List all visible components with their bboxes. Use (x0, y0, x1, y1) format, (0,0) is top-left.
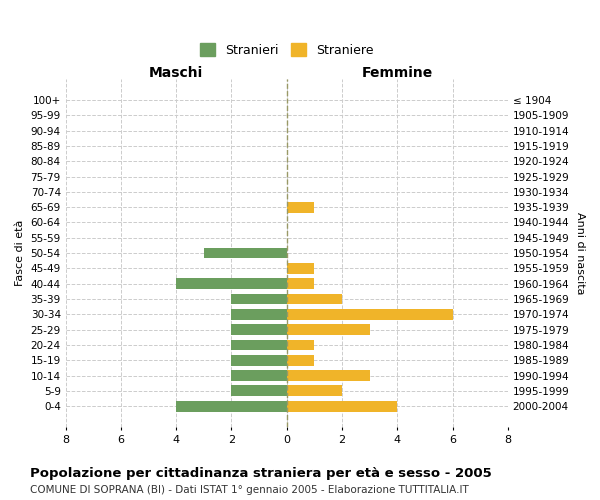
Bar (204, 248, 287, 258)
Bar (232, 294, 287, 304)
Text: Popolazione per cittadinanza straniera per età e sesso - 2005: Popolazione per cittadinanza straniera p… (30, 468, 492, 480)
Legend: Stranieri, Straniere: Stranieri, Straniere (196, 40, 377, 61)
Bar (176, 278, 287, 289)
Bar (232, 370, 287, 381)
Bar (287, 278, 314, 289)
Text: Maschi: Maschi (149, 66, 203, 80)
Bar (287, 294, 342, 304)
Y-axis label: Fasce di età: Fasce di età (15, 220, 25, 286)
Bar (287, 263, 314, 274)
Text: COMUNE DI SOPRANA (BI) - Dati ISTAT 1° gennaio 2005 - Elaborazione TUTTITALIA.IT: COMUNE DI SOPRANA (BI) - Dati ISTAT 1° g… (30, 485, 469, 495)
Bar (232, 355, 287, 366)
Bar (287, 401, 397, 411)
Bar (287, 386, 342, 396)
Bar (232, 309, 287, 320)
Bar (176, 401, 287, 411)
Bar (287, 202, 314, 212)
Bar (232, 324, 287, 335)
Bar (287, 340, 314, 350)
Bar (287, 309, 452, 320)
Bar (287, 324, 370, 335)
Bar (232, 386, 287, 396)
Text: Femmine: Femmine (362, 66, 433, 80)
Bar (232, 340, 287, 350)
Y-axis label: Anni di nascita: Anni di nascita (575, 212, 585, 294)
Bar (287, 370, 370, 381)
Bar (287, 355, 314, 366)
